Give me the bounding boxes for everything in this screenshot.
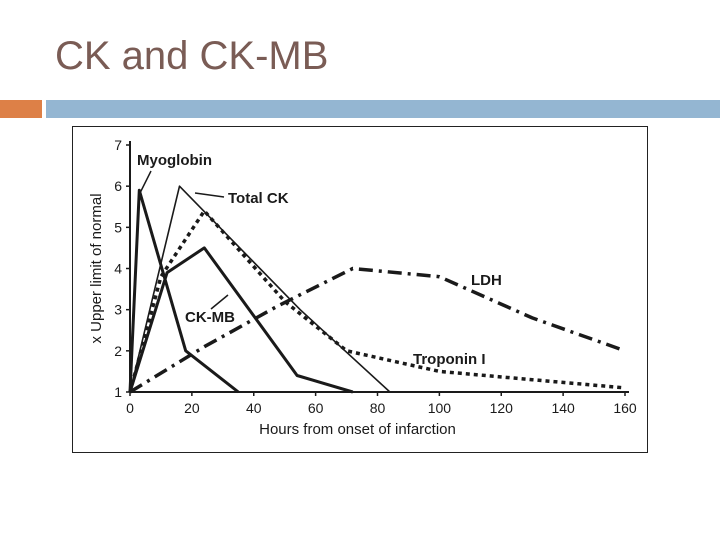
chart-annotations: Myoglobin Total CK CK-MB LDH Troponin I — [137, 152, 502, 368]
y-tick-label: 6 — [114, 178, 122, 194]
series-line-total-ck — [129, 185, 391, 393]
x-tick-label: 0 — [126, 400, 134, 416]
series-line-myoglobin — [128, 188, 240, 394]
series-line-ldh — [129, 266, 626, 394]
slide-title: CK and CK-MB — [55, 34, 329, 78]
chart-figure: 1 2 3 4 5 6 7 0 20 40 60 80 100 120 140 160 Hours from o… — [72, 126, 648, 453]
chart-axes: 1 2 3 4 5 6 7 0 20 40 60 80 100 120 140 160 Hours from o… — [88, 137, 637, 438]
leader-line-myoglobin — [138, 170, 152, 196]
x-tick-label: 100 — [428, 400, 452, 416]
x-tick-label: 60 — [308, 400, 324, 416]
x-axis-label: Hours from onset of infarction — [259, 421, 456, 438]
series-label-troponin-i: Troponin I — [413, 351, 486, 368]
chart-svg: 1 2 3 4 5 6 7 0 20 40 60 80 100 120 140 160 Hours from o… — [88, 137, 637, 438]
series-label-ck-mb: CK-MB — [185, 309, 235, 326]
y-tick-label: 5 — [114, 219, 122, 235]
y-tick-label: 2 — [114, 343, 122, 359]
y-tick-label: 1 — [114, 384, 122, 400]
leader-line-total-ck — [194, 192, 225, 198]
x-tick-label: 120 — [490, 400, 514, 416]
x-tick-label: 20 — [184, 400, 200, 416]
title-accent-bar-blue — [46, 100, 720, 118]
chart-series — [128, 185, 626, 394]
x-tick-label: 80 — [370, 400, 386, 416]
series-line-troponin-i — [128, 209, 626, 393]
series-label-total-ck: Total CK — [228, 190, 289, 207]
series-label-ldh: LDH — [471, 272, 502, 289]
x-tick-label: 140 — [551, 400, 575, 416]
y-tick-label: 7 — [114, 137, 122, 153]
y-tick-label: 4 — [114, 261, 122, 277]
series-line-ck-mb — [128, 246, 354, 394]
x-tick-label: 160 — [613, 400, 637, 416]
y-axis-label: x Upper limit of normal — [88, 193, 105, 343]
series-label-myoglobin: Myoglobin — [137, 152, 212, 169]
leader-line-ck-mb — [210, 294, 229, 310]
title-accent-bar-orange — [0, 100, 42, 118]
x-tick-label: 40 — [246, 400, 262, 416]
y-tick-label: 3 — [114, 302, 122, 318]
